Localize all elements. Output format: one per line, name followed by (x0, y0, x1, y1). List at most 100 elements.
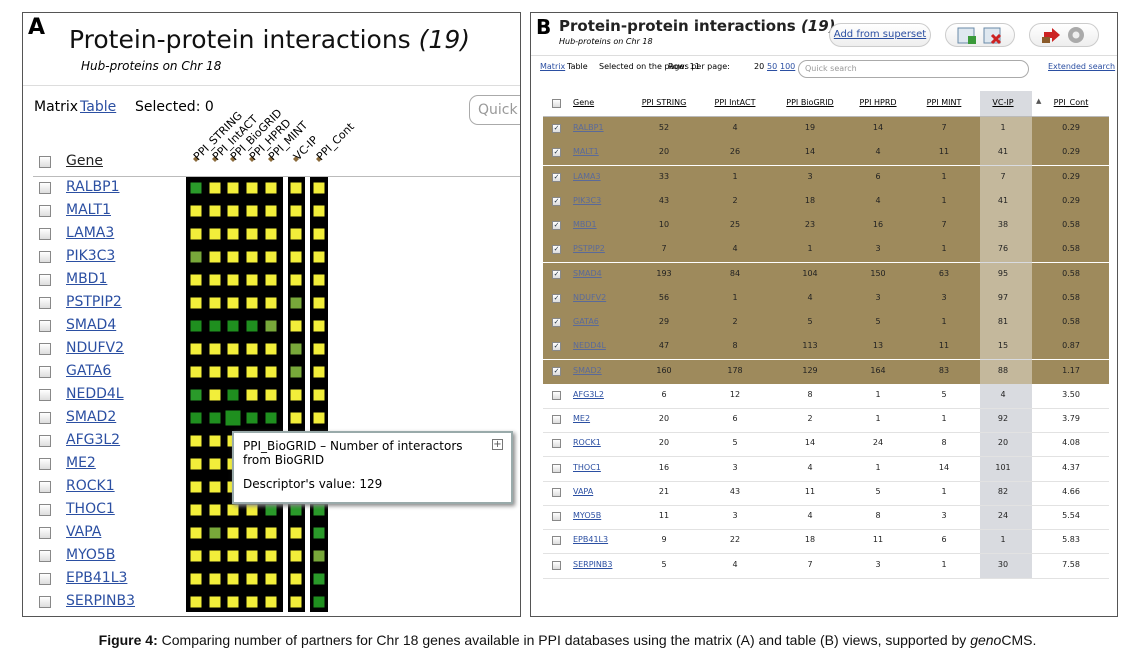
gene-link[interactable]: ME2 (66, 455, 96, 471)
checkbox[interactable] (39, 550, 51, 562)
gene-link[interactable]: NEDD4L (66, 386, 124, 402)
checkbox[interactable]: ✓ (552, 269, 561, 279)
gene-link[interactable]: LAMA3 (66, 225, 115, 241)
add-button[interactable]: Add from superset (829, 23, 931, 47)
gene-link[interactable]: MBD1 (573, 220, 597, 229)
column-header[interactable]: VC-IP (992, 98, 1014, 107)
gene-link[interactable]: RALBP1 (66, 179, 120, 195)
checkbox[interactable] (39, 297, 51, 309)
checkbox[interactable]: ✓ (552, 245, 561, 255)
cell: 8 (875, 511, 881, 520)
gene-link[interactable]: MBD1 (66, 271, 108, 287)
checkbox[interactable] (39, 343, 51, 355)
column-header[interactable]: PPI MINT (926, 98, 962, 107)
gene-link[interactable]: GATA6 (66, 363, 112, 379)
checkbox[interactable] (552, 487, 561, 497)
checkbox[interactable] (552, 99, 561, 108)
gene-link[interactable]: SERPINB3 (66, 593, 136, 609)
expand-icon[interactable]: + (492, 439, 503, 450)
checkbox[interactable] (39, 320, 51, 332)
gene-link[interactable]: ME2 (573, 414, 591, 423)
checkbox[interactable]: ✓ (552, 221, 561, 230)
checkbox[interactable] (39, 596, 51, 608)
checkbox[interactable] (39, 458, 51, 470)
checkbox[interactable] (552, 439, 561, 449)
gene-link[interactable]: PIK3C3 (66, 248, 116, 264)
gene-link[interactable]: SMAD4 (66, 317, 117, 333)
checkbox[interactable] (552, 512, 561, 521)
gene-link[interactable]: ROCK1 (66, 478, 115, 494)
checkbox[interactable] (552, 560, 561, 570)
checkbox[interactable] (552, 390, 561, 400)
gene-link[interactable]: THOC1 (66, 501, 115, 517)
view-link[interactable]: Matrix (540, 62, 566, 71)
gene-link[interactable]: SMAD2 (66, 409, 117, 425)
checkbox[interactable] (39, 527, 51, 539)
checkbox[interactable] (552, 415, 561, 424)
gene-link[interactable]: LAMA3 (573, 171, 601, 181)
gene-link[interactable]: MYO5B (66, 547, 116, 563)
checkbox[interactable] (39, 481, 51, 493)
gene-link[interactable]: PSTPIP2 (66, 294, 122, 310)
gene-link[interactable]: MYO5B (573, 511, 602, 520)
checkbox[interactable]: ✓ (552, 148, 561, 158)
checkbox[interactable]: ✓ (552, 172, 561, 182)
checkbox[interactable]: ✓ (552, 366, 561, 376)
column-header[interactable]: PPI IntACT (714, 98, 756, 107)
checkbox[interactable] (39, 228, 51, 240)
column-header[interactable]: PPI BioGRID (786, 98, 834, 107)
checkbox[interactable]: ✓ (552, 293, 561, 303)
gene-link[interactable]: NDUFV2 (66, 340, 125, 356)
icon-button[interactable] (1029, 23, 1099, 47)
gene-link[interactable]: MALT1 (573, 147, 599, 157)
checkbox[interactable] (39, 412, 51, 424)
search-box[interactable]: Quick search (798, 60, 1029, 78)
gene-link[interactable]: VAPA (573, 486, 594, 496)
checkbox[interactable]: ✓ (552, 342, 561, 352)
checkbox[interactable] (39, 274, 51, 286)
icon-button[interactable] (945, 23, 1015, 47)
gene-link[interactable]: SERPINB3 (573, 559, 613, 569)
checkbox[interactable] (39, 182, 51, 194)
gene-link[interactable]: RALBP1 (573, 123, 604, 132)
gene-header[interactable]: Gene (573, 98, 595, 107)
gene-link[interactable]: SMAD4 (573, 268, 602, 278)
checkbox[interactable]: ✓ (552, 318, 561, 327)
checkbox[interactable] (39, 504, 51, 516)
gene-link[interactable]: SMAD2 (573, 365, 602, 375)
gene-link[interactable]: VAPA (66, 524, 102, 540)
page-size[interactable]: 50 (767, 62, 778, 71)
gene-header[interactable]: Gene (66, 153, 103, 169)
gene-link[interactable]: PIK3C3 (573, 195, 602, 205)
checkbox[interactable] (39, 156, 51, 168)
column-header[interactable]: PPI HPRD (859, 98, 897, 107)
gene-link[interactable]: AFG3L2 (573, 389, 604, 399)
checkbox[interactable] (39, 573, 51, 585)
gene-link[interactable]: GATA6 (573, 317, 599, 326)
gene-link[interactable]: NEDD4L (573, 341, 606, 351)
page-size[interactable]: 100 (780, 62, 796, 71)
gene-link[interactable]: THOC1 (573, 462, 601, 472)
checkbox[interactable] (39, 251, 51, 263)
checkbox[interactable] (39, 205, 51, 217)
view-link[interactable]: Table (80, 99, 117, 115)
gene-link[interactable]: NDUFV2 (573, 292, 607, 302)
gene-link[interactable]: AFG3L2 (66, 432, 121, 448)
column-header[interactable]: PPI_Cont (1053, 98, 1089, 107)
checkbox[interactable]: ✓ (552, 124, 561, 133)
column-header[interactable]: PPI STRING (641, 98, 687, 107)
gene-link[interactable]: ROCK1 (573, 438, 601, 448)
checkbox[interactable] (552, 463, 561, 473)
gene-link[interactable]: MALT1 (66, 202, 111, 218)
search-box[interactable]: Quick search (469, 95, 520, 125)
gene-link[interactable]: PSTPIP2 (573, 244, 605, 254)
extended-search[interactable]: Extended search (1048, 62, 1116, 71)
checkbox[interactable]: ✓ (552, 196, 561, 206)
checkbox[interactable] (39, 435, 51, 447)
checkbox[interactable] (552, 536, 561, 546)
cell: 7 (941, 220, 947, 229)
checkbox[interactable] (39, 366, 51, 378)
gene-link[interactable]: EPB41L3 (573, 535, 609, 545)
gene-link[interactable]: EPB41L3 (66, 570, 128, 586)
checkbox[interactable] (39, 389, 51, 401)
